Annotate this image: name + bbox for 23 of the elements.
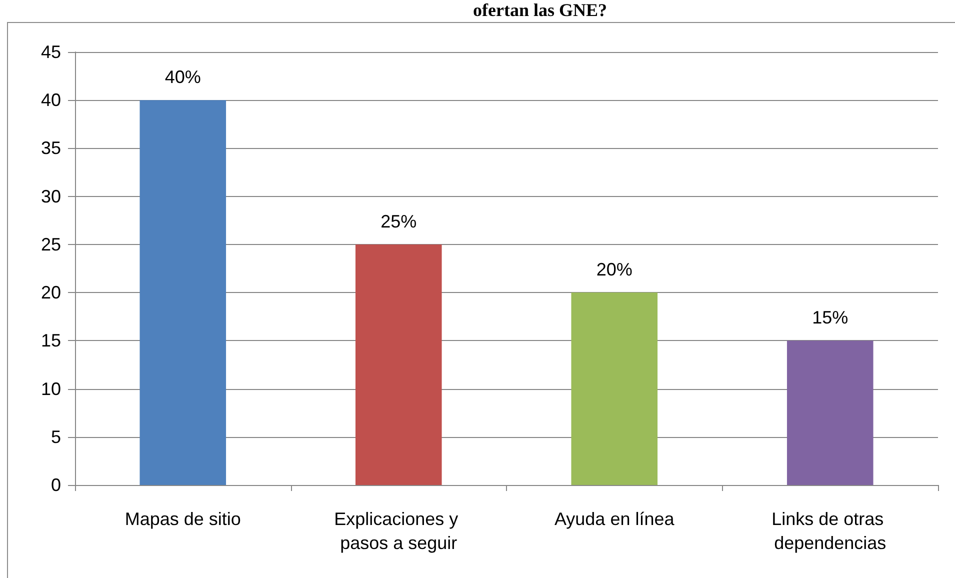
y-tick-label: 45 — [40, 42, 61, 62]
y-tick-label: 35 — [40, 138, 61, 158]
data-label: 40% — [164, 67, 201, 88]
y-tick-label: 30 — [40, 186, 61, 206]
x-tick-label: Explicaciones y pasos a seguir — [334, 509, 464, 553]
data-label: 15% — [812, 308, 848, 328]
y-tick-label: 40 — [40, 90, 61, 110]
bar — [571, 292, 658, 485]
x-tick-label: Mapas de sitio — [124, 509, 241, 529]
bar — [786, 340, 874, 485]
y-tick-label: 25 — [40, 234, 61, 254]
chart-title: ofertan las GNE? — [473, 0, 607, 20]
x-tick-label: Ayuda en línea — [554, 509, 676, 529]
bar — [140, 100, 226, 485]
y-tick-label: 10 — [40, 378, 61, 399]
y-tick-label: 20 — [40, 282, 61, 303]
y-tick-label: 0 — [50, 475, 61, 495]
data-label: 20% — [596, 260, 632, 280]
y-tick-label: 5 — [50, 426, 61, 447]
y-tick-label: 15 — [40, 330, 61, 351]
x-tick-label: Links de otras dependencias — [772, 509, 889, 553]
data-label: 25% — [380, 211, 417, 232]
bar — [355, 244, 442, 485]
